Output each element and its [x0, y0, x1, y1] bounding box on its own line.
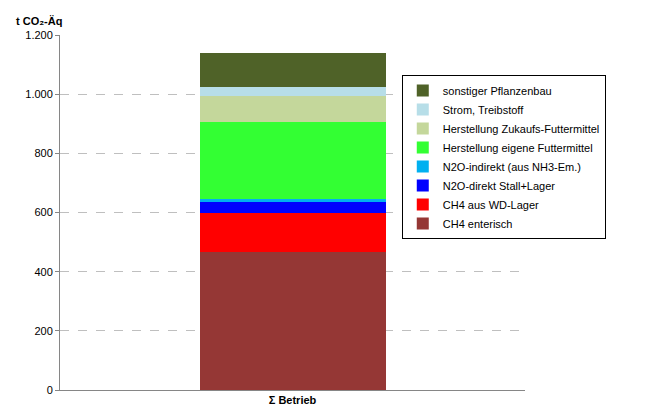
svg-text:1.000: 1.000 — [25, 88, 53, 100]
svg-text:600: 600 — [34, 206, 52, 218]
svg-text:800: 800 — [34, 147, 52, 159]
svg-text:Herstellung eigene Futtermitte: Herstellung eigene Futtermittel — [443, 142, 593, 154]
svg-text:sonstiger Pflanzenbau: sonstiger Pflanzenbau — [443, 85, 552, 97]
svg-text:CH4 aus WD-Lager: CH4 aus WD-Lager — [443, 199, 539, 211]
svg-text:Herstellung Zukaufs-Futtermitt: Herstellung Zukaufs-Futtermittel — [443, 123, 600, 135]
svg-text:N2O-direkt Stall+Lager: N2O-direkt Stall+Lager — [443, 180, 556, 192]
svg-text:400: 400 — [34, 266, 52, 278]
svg-text:t CO₂-Äq: t CO₂-Äq — [16, 15, 62, 27]
svg-text:Strom, Treibstoff: Strom, Treibstoff — [443, 104, 524, 116]
svg-text:1.200: 1.200 — [25, 29, 53, 41]
svg-text:CH4 enterisch: CH4 enterisch — [443, 218, 513, 230]
svg-text:0: 0 — [47, 384, 53, 396]
svg-text:N2O-indirekt (aus NH3-Em.): N2O-indirekt (aus NH3-Em.) — [443, 161, 581, 173]
svg-text:200: 200 — [34, 325, 52, 337]
svg-text:Σ Betrieb: Σ Betrieb — [269, 394, 317, 406]
